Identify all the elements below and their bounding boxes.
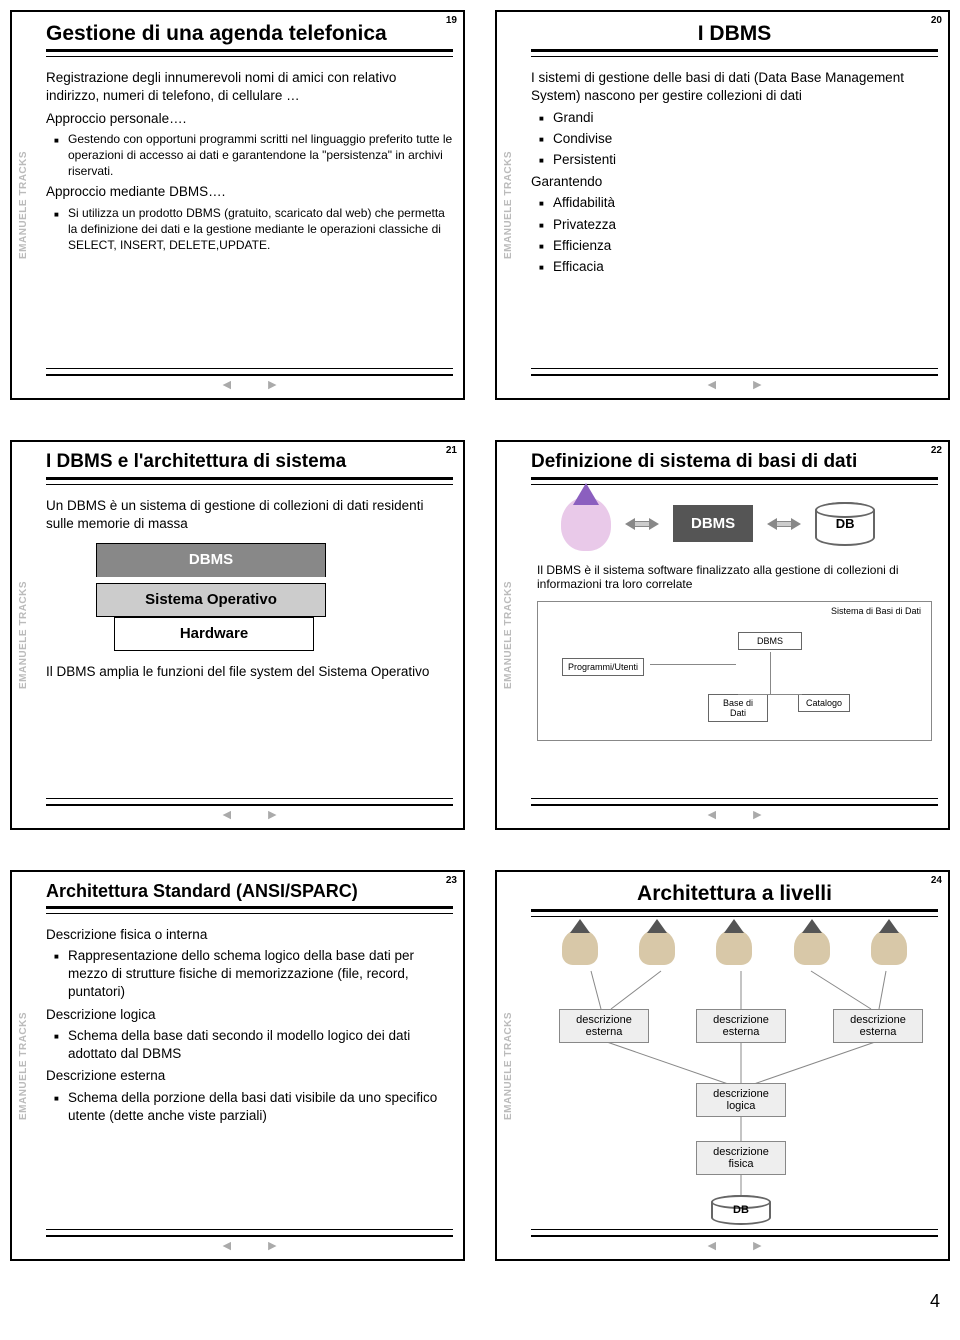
level-external: descrizione esterna: [696, 1009, 786, 1043]
layer-hw: Hardware: [114, 617, 314, 651]
side-brand: EMANUELE TRACKS: [503, 151, 514, 259]
diagram-label: Sistema di Basi di Dati: [831, 606, 921, 616]
db-cylinder-icon: DB: [815, 502, 875, 546]
slide-23: 23 EMANUELE TRACKS Architettura Standard…: [10, 870, 465, 1261]
slide-body: Descrizione fisica o interna Rappresenta…: [46, 926, 453, 1125]
nav-arrows: ◄ ►: [46, 1229, 453, 1253]
prev-icon[interactable]: ◄: [705, 376, 719, 392]
prev-icon[interactable]: ◄: [220, 806, 234, 822]
side-brand: EMANUELE TRACKS: [503, 1012, 514, 1120]
paragraph: Registrazione degli innumerevoli nomi di…: [46, 69, 453, 105]
side-brand: EMANUELE TRACKS: [18, 581, 29, 689]
slide-body: I sistemi di gestione delle basi di dati…: [531, 69, 938, 276]
bullet: Efficienza: [531, 237, 938, 255]
slides-grid: 19 EMANUELE TRACKS Gestione di una agend…: [10, 10, 950, 1261]
slide-number: 24: [931, 875, 942, 886]
level-external: descrizione esterna: [559, 1009, 649, 1043]
definition-row: DBMS DB: [561, 497, 938, 551]
caption: Il DBMS è il sistema software finalizzat…: [537, 563, 932, 591]
prev-icon[interactable]: ◄: [220, 1237, 234, 1253]
slide-20: 20 EMANUELE TRACKS I DBMS I sistemi di g…: [495, 10, 950, 400]
slide-body: Registrazione degli innumerevoli nomi di…: [46, 69, 453, 253]
bullet: Rappresentazione dello schema logico del…: [46, 947, 453, 1002]
architecture-stack: DBMS Sistema Operativo Hardware: [96, 543, 326, 651]
diagram-box: Programmi/Utenti: [562, 658, 644, 676]
paragraph: Un DBMS è un sistema di gestione di coll…: [46, 497, 453, 533]
level-physical: descrizione fisica: [696, 1141, 786, 1175]
prev-icon[interactable]: ◄: [705, 1237, 719, 1253]
layer-os: Sistema Operativo: [96, 583, 326, 617]
nav-arrows: ◄ ►: [531, 798, 938, 822]
next-icon[interactable]: ►: [265, 806, 279, 822]
prev-icon[interactable]: ◄: [705, 806, 719, 822]
bullet: Schema della base dati secondo il modell…: [46, 1027, 453, 1063]
paragraph: Il DBMS amplia le funzioni del file syst…: [46, 663, 453, 681]
bullet: Affidabilità: [531, 194, 938, 212]
slide-24: 24 EMANUELE TRACKS Architettura a livell…: [495, 870, 950, 1261]
slide-title: Architettura Standard (ANSI/SPARC): [46, 882, 453, 909]
bullet: Efficacia: [531, 258, 938, 276]
slide-title: Gestione di una agenda telefonica: [46, 22, 453, 52]
slide-number: 19: [446, 15, 457, 26]
heading: Descrizione fisica o interna: [46, 926, 453, 944]
next-icon[interactable]: ►: [265, 1237, 279, 1253]
next-icon[interactable]: ►: [265, 376, 279, 392]
slide-21: 21 EMANUELE TRACKS I DBMS e l'architettu…: [10, 440, 465, 830]
db-cylinder-icon: DB: [711, 1195, 771, 1225]
bullet: Si utilizza un prodotto DBMS (gratuito, …: [46, 205, 453, 254]
slide-22: 22 EMANUELE TRACKS Definizione di sistem…: [495, 440, 950, 830]
bullet: Privatezza: [531, 216, 938, 234]
heading: Descrizione esterna: [46, 1067, 453, 1085]
paragraph: I sistemi di gestione delle basi di dati…: [531, 69, 938, 105]
bidir-arrow-icon: [625, 515, 659, 533]
heading: Descrizione logica: [46, 1006, 453, 1024]
wizard-icon: [561, 497, 611, 551]
nav-arrows: ◄ ►: [531, 1229, 938, 1253]
slide-number: 23: [446, 875, 457, 886]
bullet: Grandi: [531, 109, 938, 127]
slide-title: Architettura a livelli: [531, 882, 938, 912]
level-external: descrizione esterna: [833, 1009, 923, 1043]
bullet: Condivise: [531, 130, 938, 148]
next-icon[interactable]: ►: [750, 806, 764, 822]
side-brand: EMANUELE TRACKS: [503, 581, 514, 689]
diagram-box: Catalogo: [798, 694, 850, 712]
system-diagram: Sistema di Basi di Dati Programmi/Utenti…: [537, 601, 932, 741]
nav-arrows: ◄ ►: [46, 798, 453, 822]
slide-body: Un DBMS è un sistema di gestione di coll…: [46, 497, 453, 681]
layer-dbms: DBMS: [96, 543, 326, 576]
nav-arrows: ◄ ►: [531, 368, 938, 392]
next-icon[interactable]: ►: [750, 376, 764, 392]
bullet: Persistenti: [531, 151, 938, 169]
levels-diagram: descrizione esterna descrizione esterna …: [531, 929, 938, 1229]
slide-number: 20: [931, 15, 942, 26]
bidir-arrow-icon: [767, 515, 801, 533]
next-icon[interactable]: ►: [750, 1237, 764, 1253]
slide-title: Definizione di sistema di basi di dati: [531, 452, 938, 480]
slide-title: I DBMS: [531, 22, 938, 52]
side-brand: EMANUELE TRACKS: [18, 151, 29, 259]
heading: Garantendo: [531, 173, 938, 191]
bullet: Gestendo con opportuni programmi scritti…: [46, 131, 453, 180]
bullet: Schema della porzione della basi dati vi…: [46, 1089, 453, 1125]
heading: Approccio mediante DBMS….: [46, 183, 453, 201]
nav-arrows: ◄ ►: [46, 368, 453, 392]
slide-19: 19 EMANUELE TRACKS Gestione di una agend…: [10, 10, 465, 400]
slide-number: 21: [446, 445, 457, 456]
diagram-box: Base di Dati: [708, 694, 768, 722]
side-brand: EMANUELE TRACKS: [18, 1012, 29, 1120]
diagram-box: DBMS: [738, 632, 802, 650]
page-number: 4: [10, 1291, 950, 1312]
level-logical: descrizione logica: [696, 1083, 786, 1117]
prev-icon[interactable]: ◄: [220, 376, 234, 392]
slide-title: I DBMS e l'architettura di sistema: [46, 452, 453, 480]
heading: Approccio personale….: [46, 110, 453, 128]
slide-number: 22: [931, 445, 942, 456]
dbms-box: DBMS: [673, 505, 753, 542]
